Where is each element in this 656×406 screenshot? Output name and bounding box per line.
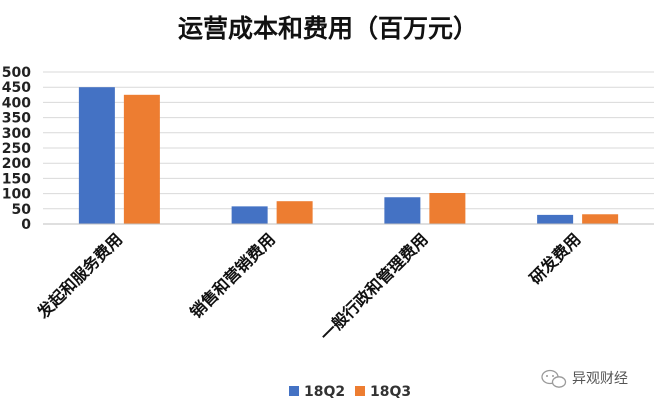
y-tick-label: 0	[21, 217, 31, 233]
y-tick-label: 350	[2, 111, 31, 127]
y-tick-label: 250	[2, 141, 31, 157]
chart-title: 运营成本和费用（百万元）	[178, 14, 478, 43]
legend-label-18q2: 18Q2	[304, 384, 345, 400]
legend-label-18q3: 18Q3	[370, 384, 411, 400]
x-tick-label: 销售和营销费用	[186, 229, 279, 322]
bar-18q2-2	[384, 197, 421, 224]
legend-swatch-18q3	[355, 386, 365, 396]
y-tick-label: 200	[2, 156, 31, 172]
x-tick-label: 研发费用	[526, 229, 585, 288]
legend-swatch-18q2	[289, 386, 299, 396]
bar-18q2-3	[537, 214, 574, 224]
y-tick-label: 300	[2, 126, 31, 142]
y-tick-label: 100	[2, 187, 31, 203]
bar-18q3-0	[123, 94, 160, 224]
bar-18q3-3	[582, 214, 619, 224]
y-tick-label: 50	[12, 202, 32, 218]
y-tick-label: 400	[2, 95, 31, 111]
x-tick-label: 一般行政和管理费用	[316, 229, 431, 344]
bar-18q3-1	[276, 201, 313, 224]
bar-18q3-2	[429, 192, 466, 224]
bar-18q2-1	[231, 206, 268, 224]
bar-18q2-0	[78, 87, 115, 224]
wechat-icon	[541, 369, 567, 388]
y-tick-label: 450	[2, 80, 31, 96]
legend: 18Q2 18Q3	[289, 384, 411, 400]
y-tick-label: 500	[2, 65, 31, 81]
watermark: 异观财经	[541, 369, 628, 388]
bars	[78, 87, 619, 224]
x-axis: 发起和服务费用 销售和营销费用 一般行政和管理费用 研发费用	[33, 229, 585, 344]
y-tick-label: 150	[2, 171, 31, 187]
watermark-text: 异观财经	[572, 371, 628, 387]
x-tick-label: 发起和服务费用	[33, 229, 126, 322]
